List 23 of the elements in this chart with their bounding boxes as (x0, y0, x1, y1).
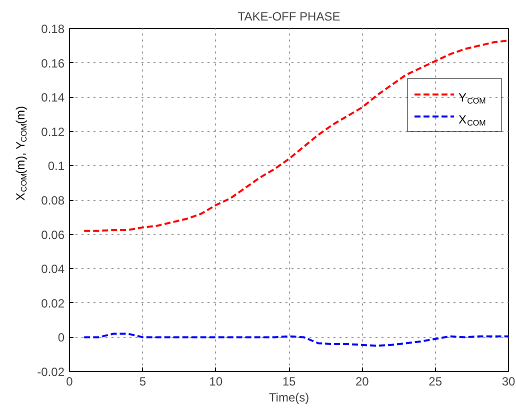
x-axis-title: Time(s) (268, 390, 310, 404)
y-axis-title: XCOM(m), YCOM(m) (14, 106, 29, 201)
chart-title: TAKE-OFF PHASE (238, 10, 340, 24)
y-tick-label: 0.08 (41, 194, 65, 208)
x-tick-label: 5 (139, 374, 146, 388)
x-tick-label: 10 (209, 374, 223, 388)
y-tick-label: -0.02 (37, 365, 65, 379)
y-tick-label: 0.1 (48, 159, 65, 174)
x-tick-label: 25 (428, 374, 442, 388)
x-tick-label: 30 (502, 374, 516, 388)
x-tick-label: 20 (355, 374, 370, 388)
y-tick-label: 0.18 (41, 22, 65, 36)
x-tick-label: 15 (282, 374, 296, 388)
y-tick-label: 0.02 (41, 296, 65, 310)
y-tick-label: 0 (58, 330, 65, 345)
y-tick-label: 0.04 (41, 262, 65, 276)
y-tick-label: 0.06 (41, 228, 65, 242)
line-series (83, 332, 508, 347)
line-series (83, 40, 508, 232)
x-tick-label: 0 (66, 374, 74, 388)
y-tick-label: 0.14 (41, 90, 65, 105)
y-tick-label: 0.16 (41, 56, 65, 70)
y-tick-label: 0.12 (41, 124, 65, 139)
